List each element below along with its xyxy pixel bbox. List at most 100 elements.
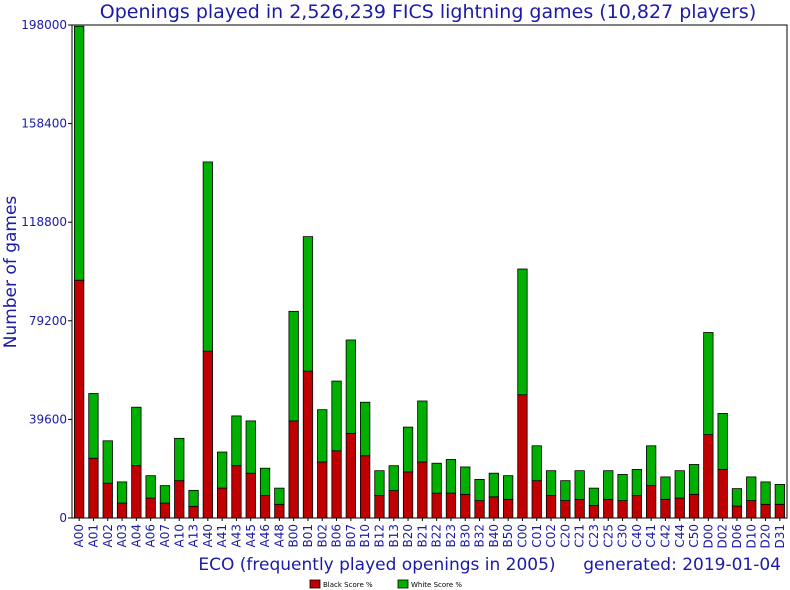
x-tick-label: B07 — [344, 524, 358, 548]
x-tick-label: C23 — [587, 524, 601, 548]
x-tick-label: B40 — [487, 524, 501, 548]
x-tick-label: C20 — [558, 524, 572, 548]
x-tick-label: B10 — [358, 524, 372, 548]
bar-black-C25 — [603, 498, 614, 519]
x-tick-label: B32 — [473, 524, 487, 548]
bar-black-A07 — [159, 502, 171, 519]
bar-black-C44 — [674, 497, 685, 519]
bar-white-C01 — [531, 445, 542, 482]
x-tick-label: D02 — [716, 524, 730, 549]
bar-white-A48 — [274, 487, 285, 505]
bar-white-D10 — [746, 476, 757, 501]
bar-black-C02 — [545, 495, 557, 519]
bar-black-D00 — [703, 434, 714, 519]
bar-white-B30 — [460, 466, 471, 495]
bar-black-B00 — [288, 420, 299, 519]
bar-white-B40 — [488, 472, 499, 498]
bar-black-C50 — [688, 493, 700, 519]
x-tick-label: C02 — [544, 524, 558, 548]
y-tick-label: 198000 — [21, 18, 67, 32]
bar-black-D02 — [717, 469, 728, 519]
bar-white-B50 — [503, 475, 514, 500]
legend-label: Black Score % — [323, 581, 373, 589]
bar-white-A46 — [259, 467, 271, 496]
bar-white-B10 — [360, 401, 371, 457]
y-axis: 0 39600 79200 118800 158400 198000 — [21, 18, 72, 525]
bar-black-B21 — [417, 461, 428, 519]
y-tick-label: 118800 — [21, 215, 67, 229]
bar-white-C42 — [660, 476, 671, 500]
bar-white-B22 — [431, 462, 442, 494]
x-tick-label: C44 — [673, 524, 687, 548]
x-tick-label: A48 — [272, 524, 286, 547]
bar-white-C02 — [545, 470, 557, 496]
bar-black-A03 — [116, 502, 128, 519]
bar-black-B50 — [503, 498, 514, 519]
bar-black-B40 — [488, 496, 499, 519]
bar-black-B22 — [431, 492, 442, 519]
bar-white-D02 — [717, 413, 728, 470]
bar-black-C01 — [531, 480, 542, 519]
bar-black-B13 — [388, 490, 399, 519]
bar-white-A02 — [102, 440, 113, 484]
chart-title: Openings played in 2,526,239 FICS lightn… — [100, 1, 756, 23]
bar-white-A00 — [74, 25, 85, 281]
x-tick-label: B21 — [415, 524, 429, 548]
bar-white-A06 — [145, 475, 156, 499]
bar-black-B23 — [445, 492, 457, 519]
bars-group — [74, 25, 785, 519]
x-tick-label: C30 — [616, 524, 630, 548]
bar-black-B10 — [360, 455, 371, 519]
x-tick-label: B02 — [315, 524, 329, 548]
bar-black-A45 — [245, 472, 256, 519]
x-tick-label: B23 — [444, 524, 458, 548]
generated-date: generated: 2019-01-04 — [583, 555, 781, 575]
x-tick-label: C01 — [530, 524, 544, 548]
x-tick-label: B22 — [430, 524, 444, 548]
bar-black-D31 — [774, 503, 785, 519]
y-axis-title: Number of games — [1, 196, 21, 349]
bar-white-B01 — [302, 236, 314, 372]
x-tick-label: D06 — [730, 524, 744, 549]
x-tick-label: A01 — [86, 524, 100, 547]
x-tick-label: B00 — [287, 524, 301, 548]
bar-black-A41 — [217, 487, 228, 519]
bar-white-B21 — [417, 400, 428, 463]
bar-white-C50 — [688, 464, 700, 495]
x-tick-label: D00 — [701, 524, 715, 549]
bar-black-A10 — [174, 480, 185, 519]
bar-white-C44 — [674, 470, 685, 499]
bar-white-A13 — [188, 489, 199, 507]
bar-white-B32 — [474, 479, 485, 501]
legend-swatch — [397, 579, 409, 589]
x-tick-label: C42 — [658, 524, 672, 548]
bar-black-B20 — [402, 471, 414, 519]
bar-black-C23 — [588, 505, 600, 519]
x-tick-label: A06 — [144, 524, 158, 547]
x-tick-label: A13 — [187, 524, 201, 547]
y-tick-label: 79200 — [29, 314, 67, 328]
bar-black-C20 — [560, 500, 571, 519]
bar-black-A00 — [74, 279, 85, 519]
x-tick-label: A10 — [172, 524, 186, 547]
x-tick-label: B50 — [501, 524, 515, 548]
bar-white-C40 — [631, 469, 642, 496]
bar-white-A07 — [159, 485, 171, 504]
x-tick-label: C21 — [573, 524, 587, 548]
x-tick-label: D10 — [744, 524, 758, 549]
bar-black-C41 — [646, 485, 657, 519]
bar-black-D20 — [760, 503, 771, 519]
x-tick-label: B01 — [301, 524, 315, 548]
bar-white-C41 — [646, 445, 657, 487]
bar-white-D20 — [760, 481, 771, 505]
x-tick-label: A07 — [158, 524, 172, 547]
plot-border — [71, 24, 788, 519]
bar-white-C20 — [560, 480, 571, 501]
x-tick-label: C40 — [630, 524, 644, 548]
x-tick-label: B06 — [330, 524, 344, 548]
bar-white-D31 — [774, 483, 785, 505]
bar-black-C00 — [517, 394, 528, 519]
x-tick-label: A41 — [215, 524, 229, 547]
x-tick-label: A00 — [72, 524, 86, 547]
